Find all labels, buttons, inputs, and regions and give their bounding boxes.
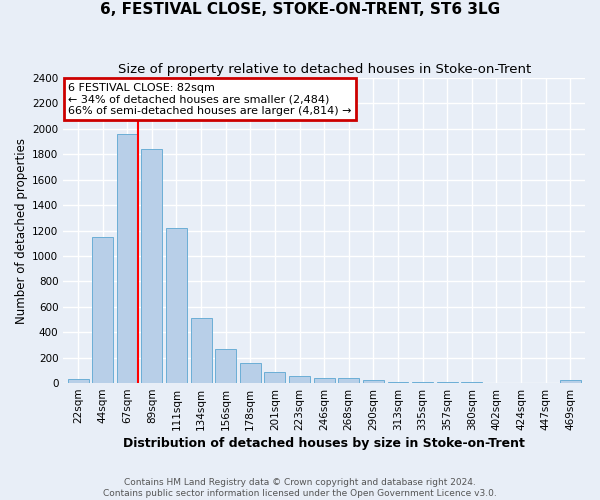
- Bar: [289, 376, 310, 383]
- Bar: [314, 378, 335, 383]
- Bar: [388, 382, 409, 383]
- Title: Size of property relative to detached houses in Stoke-on-Trent: Size of property relative to detached ho…: [118, 62, 531, 76]
- Bar: [412, 382, 433, 383]
- Text: 6, FESTIVAL CLOSE, STOKE-ON-TRENT, ST6 3LG: 6, FESTIVAL CLOSE, STOKE-ON-TRENT, ST6 3…: [100, 2, 500, 18]
- Bar: [265, 372, 286, 383]
- Bar: [363, 380, 384, 383]
- Bar: [92, 237, 113, 383]
- Bar: [437, 382, 458, 383]
- Bar: [68, 380, 89, 383]
- Text: Contains HM Land Registry data © Crown copyright and database right 2024.
Contai: Contains HM Land Registry data © Crown c…: [103, 478, 497, 498]
- Text: 6 FESTIVAL CLOSE: 82sqm
← 34% of detached houses are smaller (2,484)
66% of semi: 6 FESTIVAL CLOSE: 82sqm ← 34% of detache…: [68, 82, 352, 116]
- Bar: [486, 382, 507, 383]
- Bar: [166, 228, 187, 383]
- Bar: [240, 364, 261, 383]
- Bar: [142, 149, 163, 383]
- Bar: [560, 380, 581, 383]
- Bar: [338, 378, 359, 383]
- Bar: [117, 134, 138, 383]
- X-axis label: Distribution of detached houses by size in Stoke-on-Trent: Distribution of detached houses by size …: [123, 437, 525, 450]
- Y-axis label: Number of detached properties: Number of detached properties: [15, 138, 28, 324]
- Bar: [191, 318, 212, 383]
- Bar: [215, 350, 236, 383]
- Bar: [461, 382, 482, 383]
